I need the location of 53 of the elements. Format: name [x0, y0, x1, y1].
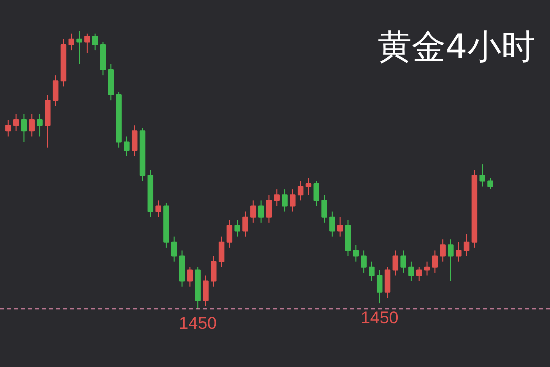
- candlestick: [361, 250, 367, 274]
- candlestick: [322, 194, 328, 224]
- candlestick: [13, 114, 20, 132]
- candlestick: [416, 266, 422, 282]
- candlestick: [156, 200, 162, 218]
- annotation: 1450: [360, 308, 399, 328]
- candlestick: [266, 194, 272, 224]
- candlestick: [226, 220, 233, 248]
- candlestick: [37, 114, 43, 138]
- candlestick: [68, 33, 74, 52]
- candlestick: [92, 33, 98, 52]
- candlestick: [480, 164, 486, 188]
- candlestick: [274, 189, 280, 207]
- candlestick: [211, 256, 217, 288]
- candlestick: [52, 75, 59, 107]
- candlestick: [218, 236, 225, 268]
- candlestick: [84, 33, 90, 54]
- candlestick: [132, 125, 138, 157]
- candlestick: [29, 114, 35, 138]
- candlestick: [448, 239, 454, 282]
- candlestick: [369, 261, 375, 282]
- candlestick: [21, 114, 28, 143]
- candlestick: [488, 178, 494, 190]
- candlestick: [330, 211, 336, 238]
- candlestick: [203, 275, 209, 307]
- candlestick: [314, 180, 320, 207]
- candlestick: [242, 211, 248, 238]
- candlestick: [432, 250, 438, 274]
- chart-title: 黄金4小时: [378, 28, 536, 68]
- text: 1450: [179, 314, 217, 334]
- candlestick: [250, 200, 256, 224]
- candlestick: [76, 30, 82, 65]
- candlestick: [424, 261, 430, 276]
- candlestick: [290, 189, 296, 212]
- candlestick: [376, 270, 383, 304]
- candlestick: [392, 250, 399, 276]
- candlestick: [440, 239, 446, 262]
- candlestick: [258, 200, 264, 224]
- candlestick: [456, 242, 462, 262]
- candlestick: [384, 266, 391, 298]
- candlestick: [187, 266, 194, 288]
- candlestick: [6, 120, 12, 138]
- candlestick: [306, 178, 312, 196]
- candlestick: [408, 261, 414, 282]
- candlestick: [400, 250, 406, 274]
- candlestick: [464, 234, 470, 257]
- candlestick: [337, 216, 344, 238]
- candlestick: [124, 136, 130, 157]
- candlestick: [298, 180, 304, 202]
- candlestick: [353, 244, 360, 262]
- candlestick: [172, 236, 178, 262]
- candlestick: [234, 220, 240, 238]
- candlestick: [282, 189, 288, 212]
